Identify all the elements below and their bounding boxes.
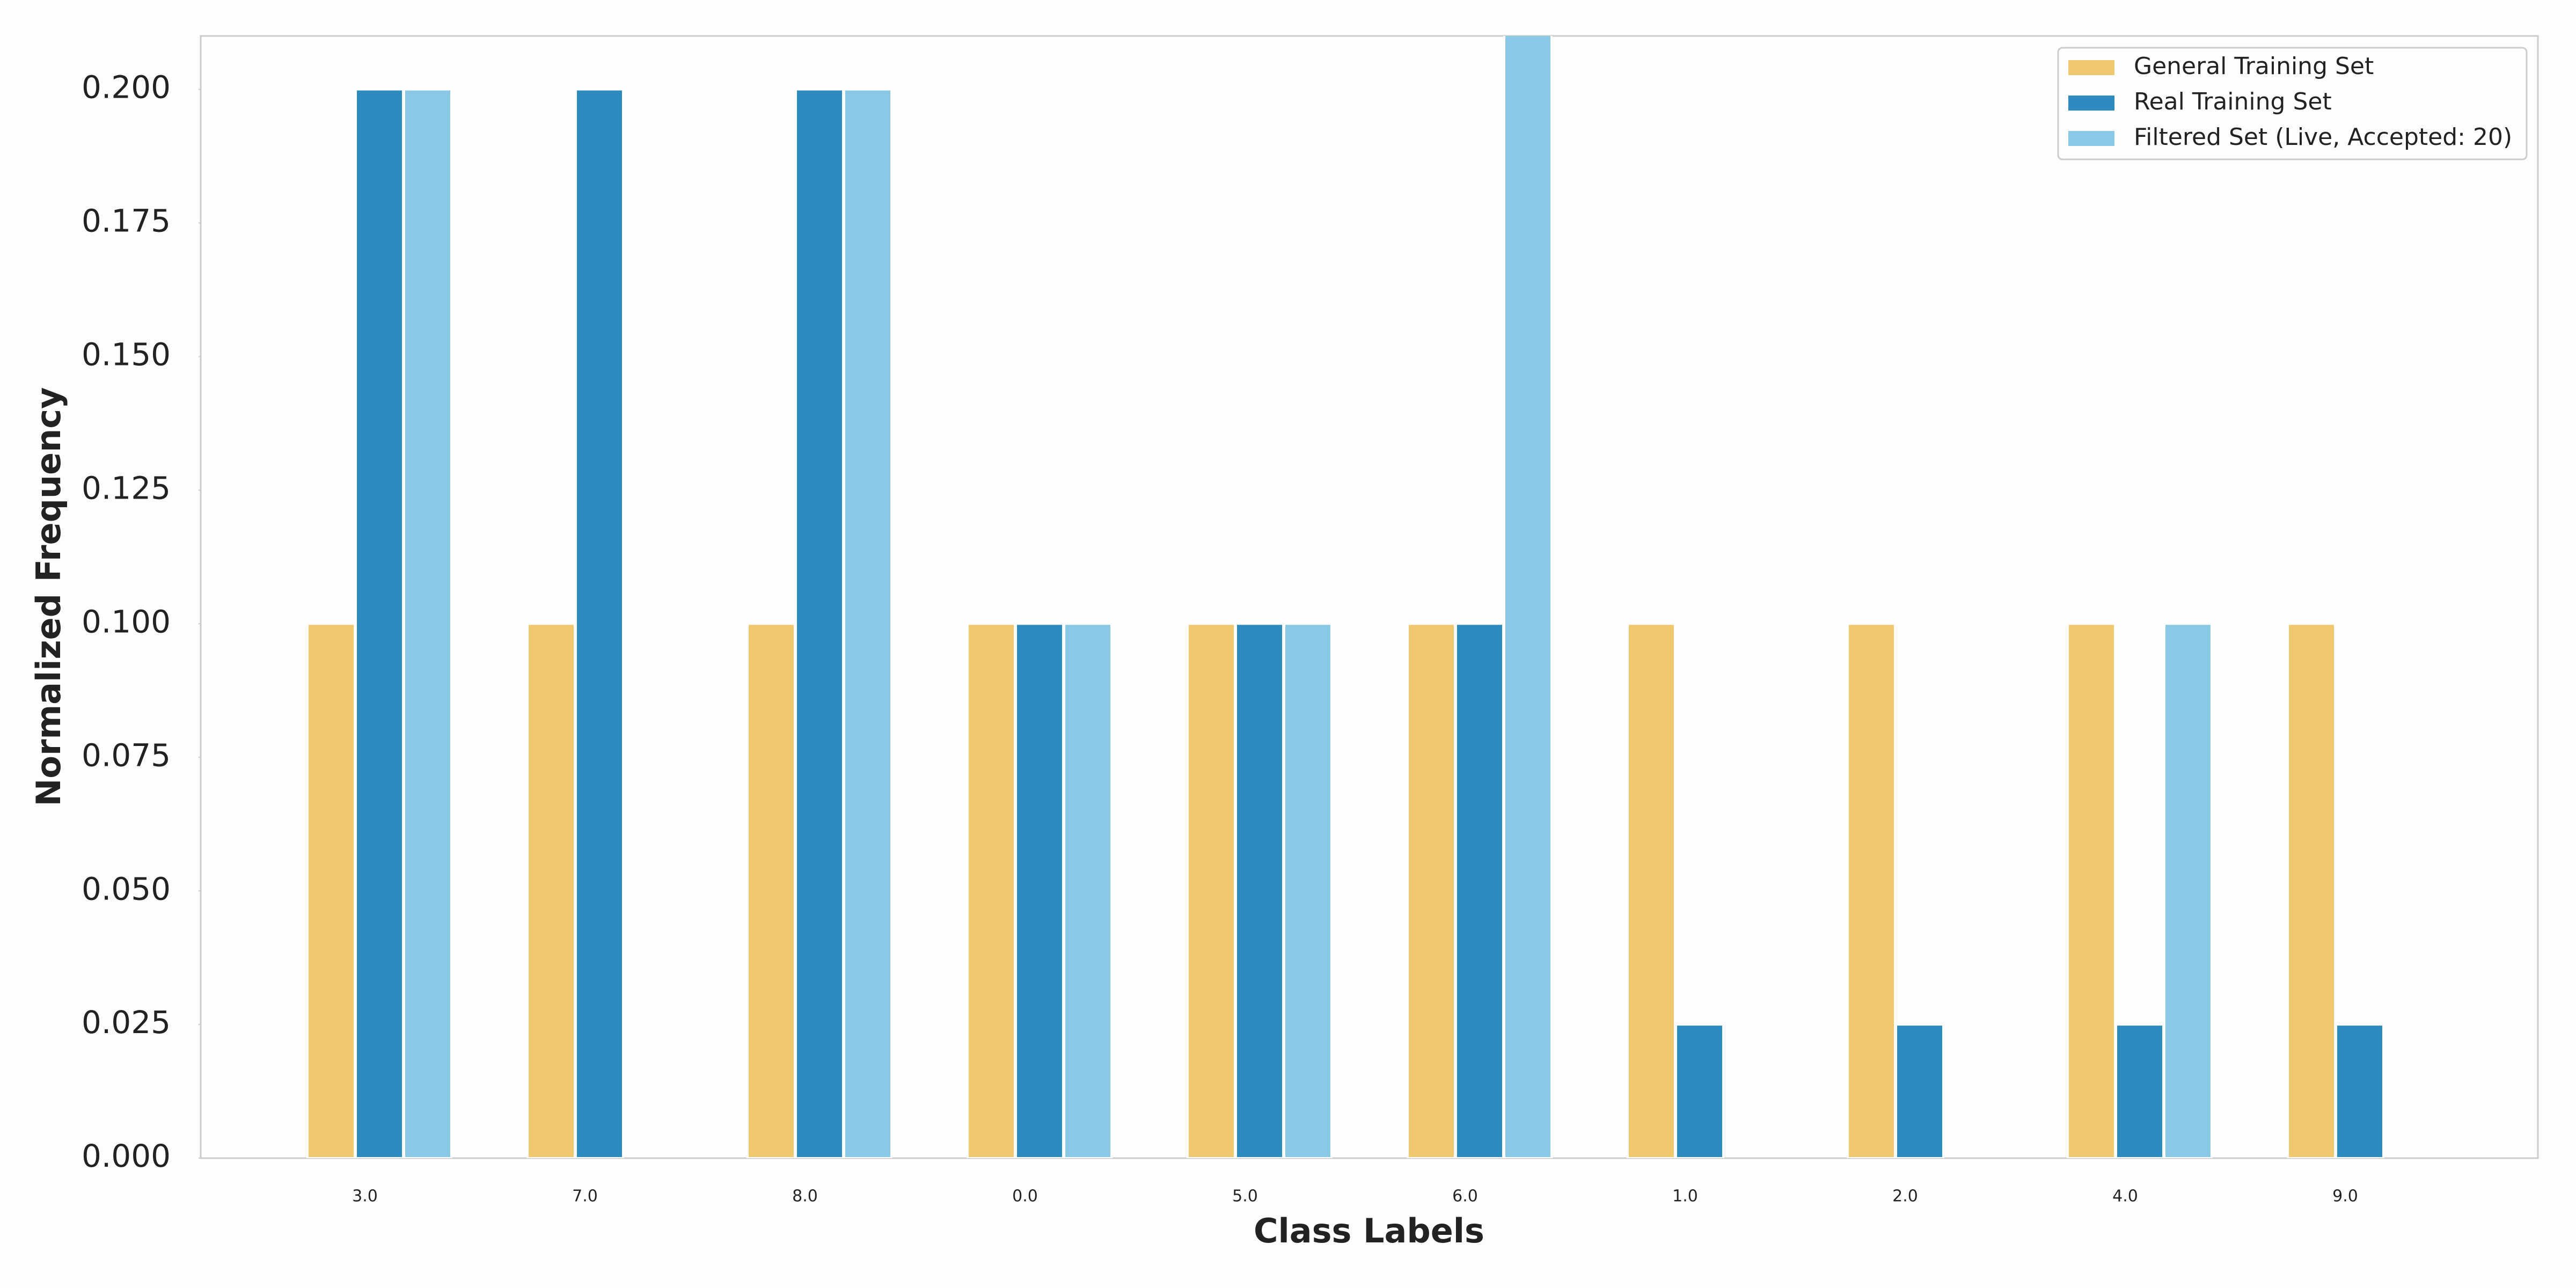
legend-swatch xyxy=(2068,96,2114,111)
bar xyxy=(1283,623,1333,1158)
y-tick-label: 0.125 xyxy=(82,470,171,506)
x-tick-label: 3.0 xyxy=(352,1187,378,1206)
bar xyxy=(747,623,796,1158)
legend-swatch xyxy=(2068,131,2114,146)
bar xyxy=(1503,36,1553,1158)
x-tick-label: 7.0 xyxy=(572,1187,598,1206)
y-tick-label: 0.000 xyxy=(82,1138,171,1174)
legend-box xyxy=(2057,47,2528,160)
legend-label: General Training Set xyxy=(2134,53,2374,80)
bar xyxy=(1455,623,1504,1158)
bar xyxy=(1235,623,1284,1158)
bar xyxy=(795,88,844,1158)
bar xyxy=(1847,623,1896,1158)
y-tick-label: 0.150 xyxy=(82,336,171,373)
x-tick-label: 5.0 xyxy=(1232,1187,1258,1206)
bar xyxy=(1015,623,1064,1158)
legend-label: Real Training Set xyxy=(2134,88,2332,115)
x-tick-label: 9.0 xyxy=(2332,1187,2358,1206)
bar xyxy=(1895,1023,1944,1158)
x-tick-label: 0.0 xyxy=(1012,1187,1038,1206)
y-tick-label: 0.075 xyxy=(82,737,171,773)
x-tick-label: 2.0 xyxy=(1892,1187,1918,1206)
y-tick-label: 0.025 xyxy=(82,1004,171,1041)
bars xyxy=(306,36,2384,1158)
x-tick-label: 8.0 xyxy=(792,1187,818,1206)
bar xyxy=(355,88,404,1158)
x-tick-label: 1.0 xyxy=(1672,1187,1698,1206)
bar xyxy=(2115,1023,2164,1158)
bar xyxy=(1187,623,1236,1158)
x-axis-label: Class Labels xyxy=(1254,1211,1484,1250)
bar xyxy=(2335,1023,2384,1158)
bar xyxy=(1407,623,1456,1158)
legend-swatch xyxy=(2068,60,2114,75)
bar xyxy=(967,623,1016,1158)
bar xyxy=(403,88,452,1158)
legend-label: Filtered Set (Live, Accepted: 20) xyxy=(2134,123,2512,151)
y-tick-label: 0.100 xyxy=(82,603,171,640)
bar xyxy=(843,88,892,1158)
bar xyxy=(2067,623,2116,1158)
bar xyxy=(2287,623,2336,1158)
x-tick-label: 4.0 xyxy=(2112,1187,2138,1206)
bar xyxy=(1627,623,1676,1158)
y-tick-label: 0.200 xyxy=(82,69,171,106)
bar xyxy=(2163,623,2213,1158)
bar xyxy=(1675,1023,1724,1158)
bar xyxy=(575,88,624,1158)
bar xyxy=(526,623,576,1158)
y-axis-label: Normalized Frequency xyxy=(29,387,68,807)
bar xyxy=(1063,623,1113,1158)
bar xyxy=(306,623,356,1158)
y-tick-label: 0.175 xyxy=(82,203,171,239)
y-tick-label: 0.050 xyxy=(82,870,171,907)
x-tick-label: 6.0 xyxy=(1452,1187,1478,1206)
